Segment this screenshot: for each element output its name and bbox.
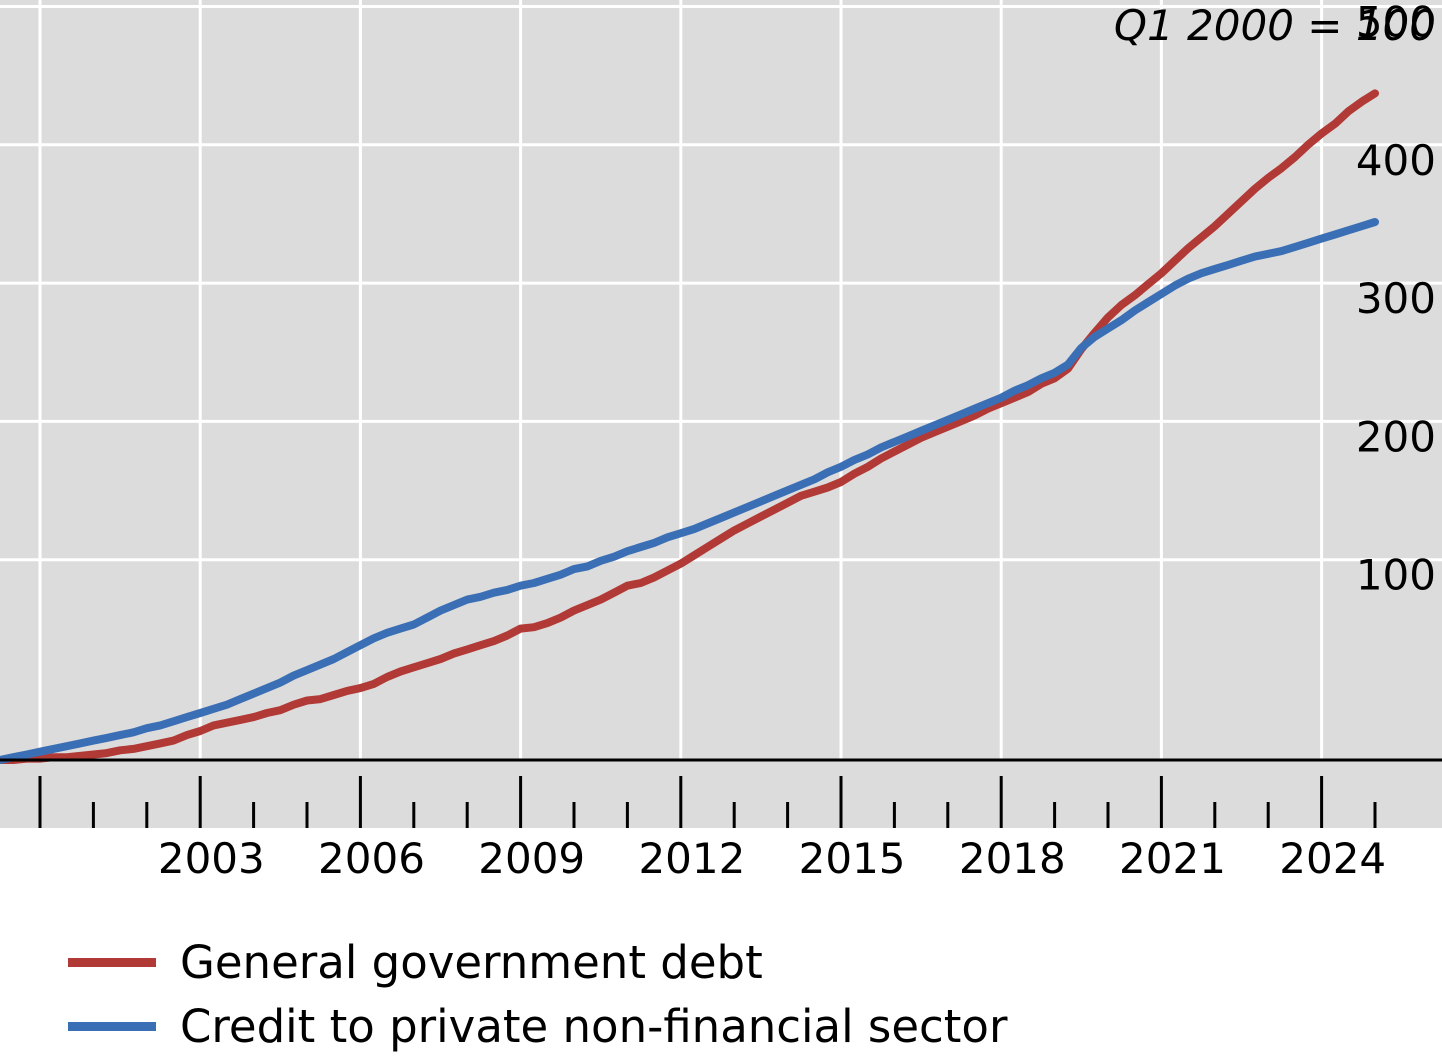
legend-label-private-credit: Credit to private non-financial sector xyxy=(180,999,1008,1053)
x-tick-label: 2006 xyxy=(318,834,425,883)
legend-item-private-credit: Credit to private non-financial sector xyxy=(68,994,1007,1058)
series-lines xyxy=(0,89,1379,764)
x-axis xyxy=(0,758,1442,828)
x-tick-label: 2015 xyxy=(799,834,906,883)
unit-note: Q1 2000 = 100 xyxy=(1114,1,1436,50)
y-tick-label: 100 xyxy=(1356,551,1436,600)
gridlines xyxy=(0,0,1442,760)
x-tick-label: 2021 xyxy=(1119,834,1226,883)
tick-labels: 2003 2006 2009 2012 2015 2018 2021 2024 100 200 30… xyxy=(158,0,1436,883)
legend-label-government-debt: General government debt xyxy=(180,935,763,989)
legend: General government debt Credit to privat… xyxy=(68,930,1007,1058)
y-tick-label: 500 xyxy=(1356,0,1436,47)
y-tick-label: 200 xyxy=(1356,412,1436,461)
x-tick-label: 2012 xyxy=(638,834,745,883)
x-tick-label: 2009 xyxy=(478,834,585,883)
x-tick-label: 2003 xyxy=(158,834,265,883)
y-tick-label: 400 xyxy=(1356,136,1436,185)
series-line-government-debt xyxy=(0,89,1379,764)
plot-background xyxy=(0,0,1442,828)
x-tick-label: 2018 xyxy=(959,834,1066,883)
series-line-private-credit xyxy=(0,218,1379,764)
x-tick-label: 2024 xyxy=(1279,834,1386,883)
legend-swatch-government-debt xyxy=(68,957,156,967)
y-tick-label: 300 xyxy=(1356,274,1436,323)
legend-item-government-debt: General government debt xyxy=(68,930,1007,994)
legend-swatch-private-credit xyxy=(68,1021,156,1031)
